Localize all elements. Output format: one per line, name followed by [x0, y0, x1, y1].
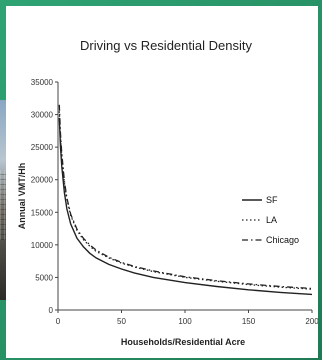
chart-panel: Driving vs Residential Density 0 5000 1000… [6, 6, 318, 358]
y-tick-label: 10000 [31, 241, 54, 250]
x-tick-label: 200 [305, 317, 318, 326]
y-tick-label: 0 [49, 306, 54, 315]
legend-label-la: LA [266, 215, 277, 225]
y-tick-label: 35000 [31, 78, 54, 87]
x-tick-label: 0 [56, 317, 61, 326]
legend-label-sf: SF [266, 195, 278, 205]
chart-series [58, 104, 313, 296]
series-line-sf [58, 117, 313, 296]
y-tick-label: 15000 [31, 208, 54, 217]
series-line-chicago [58, 104, 313, 290]
chart-title: Driving vs Residential Density [80, 38, 252, 53]
chart-legend: SF LA Chicago [242, 195, 299, 245]
x-axis-label: Households/Residential Acre [121, 337, 245, 347]
chart-axes: 0 5000 10000 15000 20000 25000 30000 35000 0 50 10… [31, 78, 318, 326]
y-tick-label: 5000 [35, 273, 53, 282]
x-tick-label: 50 [117, 317, 126, 326]
y-axis-label: Annual VMT/Hh [17, 163, 27, 230]
y-tick-label: 20000 [31, 176, 54, 185]
line-chart: Driving vs Residential Density 050001000… [17, 38, 318, 347]
y-tick-label: 30000 [31, 111, 54, 120]
x-tick-label: 100 [178, 317, 192, 326]
y-tick-label: 25000 [31, 143, 54, 152]
legend-label-chicago: Chicago [266, 235, 299, 245]
x-tick-label: 150 [242, 317, 256, 326]
